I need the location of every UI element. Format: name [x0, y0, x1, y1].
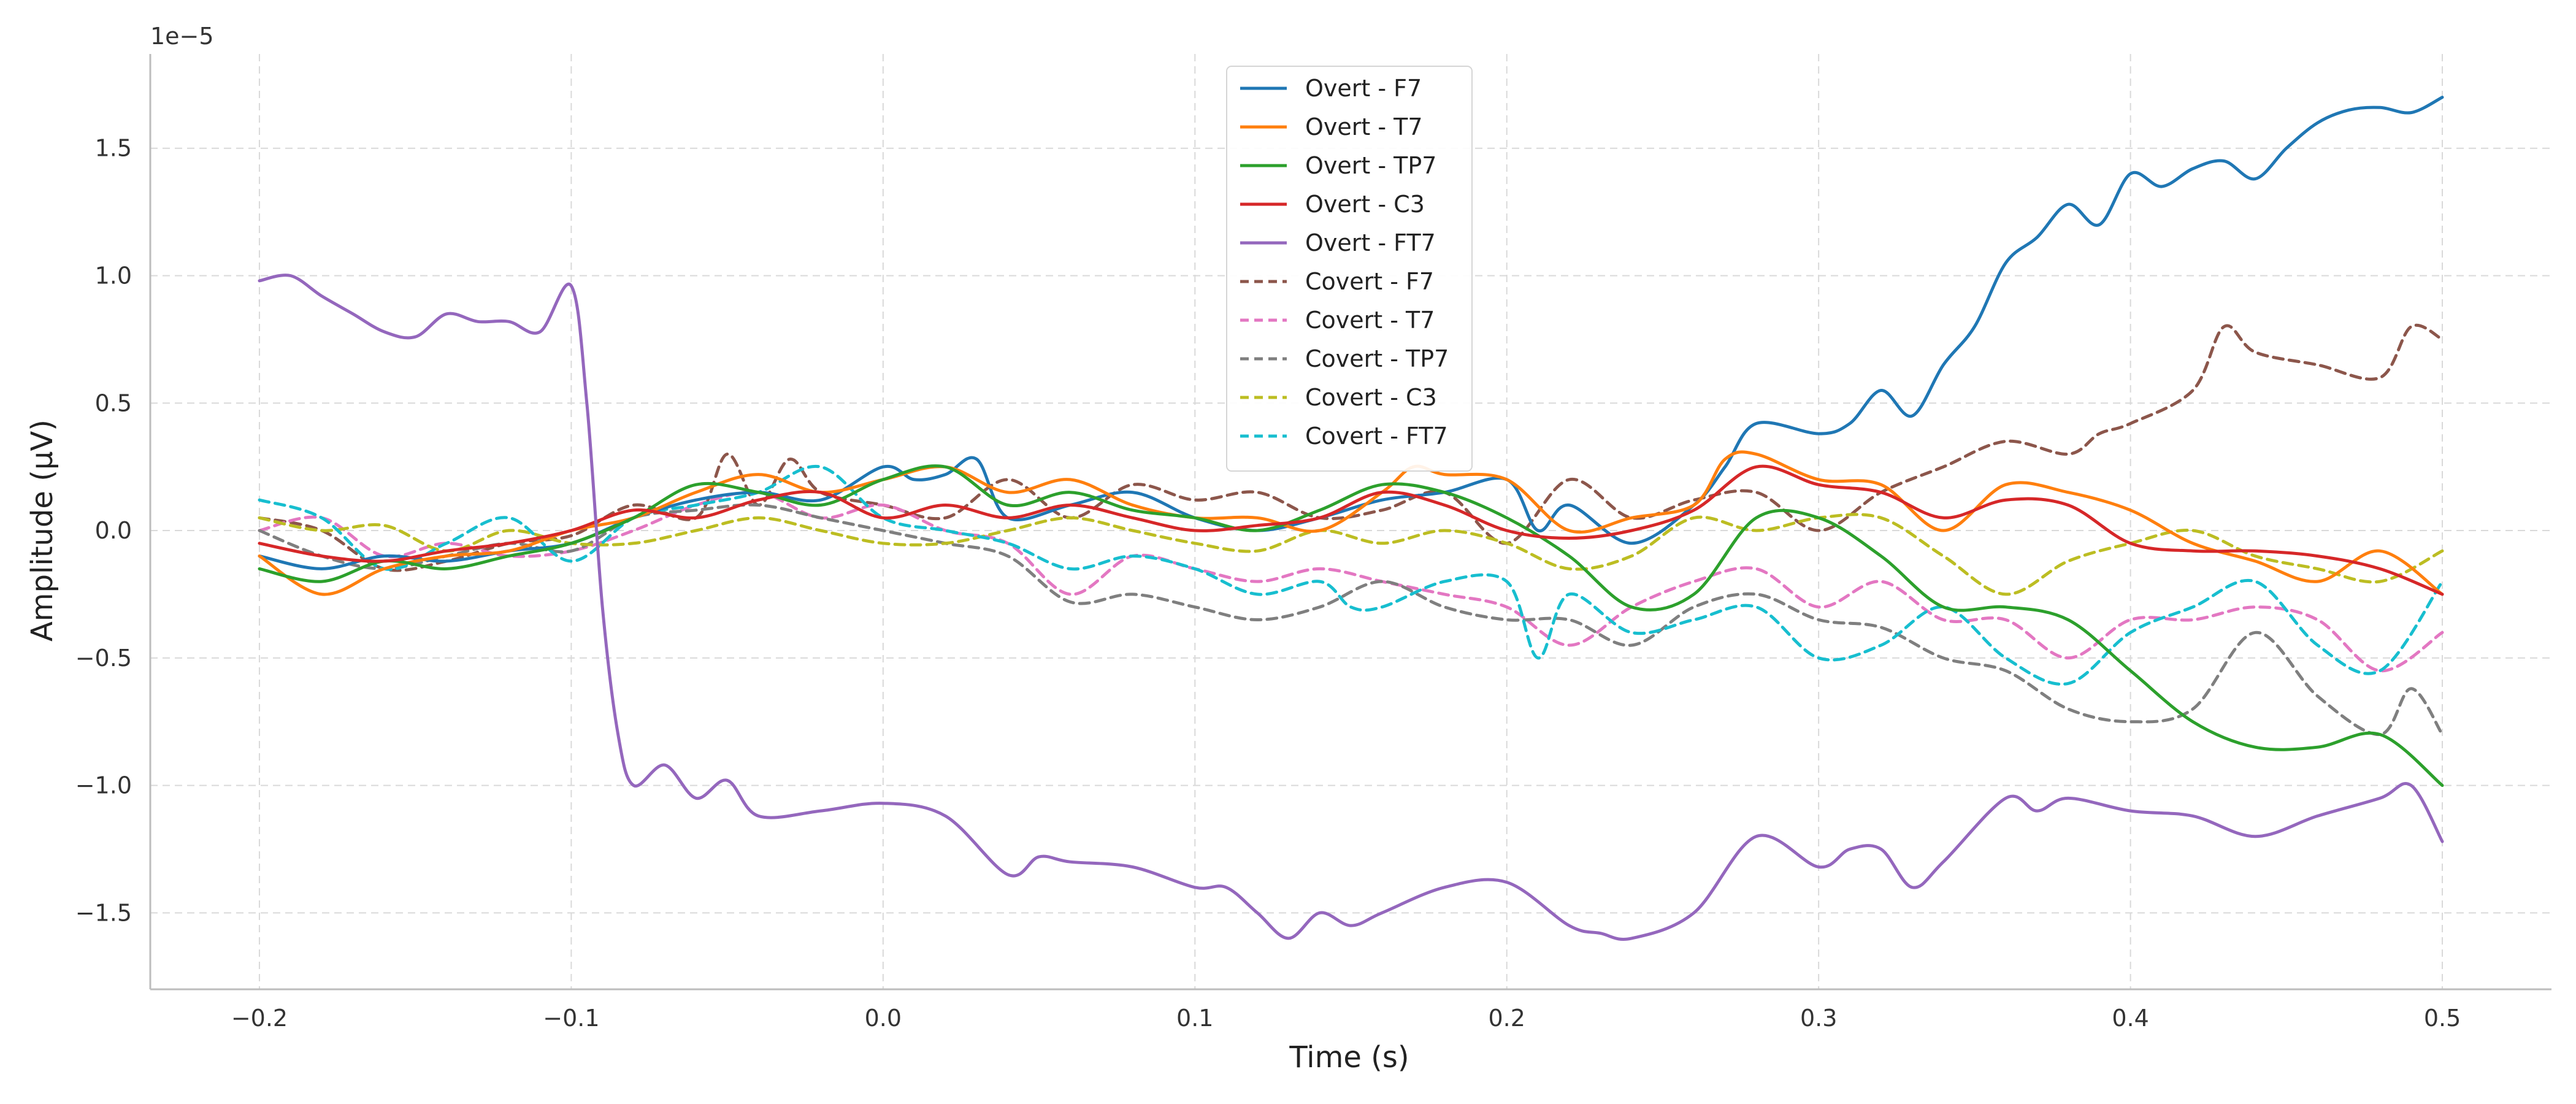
series-line-covert-f7 [258, 323, 2444, 572]
y-axis-label: Amplitude (μV) [25, 420, 59, 642]
legend-label: Covert - FT7 [1305, 423, 1448, 450]
y-tick-label: −1.0 [75, 772, 132, 799]
legend-label: Overt - T7 [1305, 113, 1423, 140]
x-tick-label: 0.4 [2112, 1005, 2149, 1032]
x-tick-label: −0.2 [231, 1005, 288, 1032]
x-tick-label: 0.0 [865, 1005, 902, 1032]
legend-label: Covert - T7 [1305, 307, 1435, 334]
y-tick-label: 0.0 [95, 517, 132, 544]
legend-label: Overt - FT7 [1305, 229, 1436, 256]
axes [149, 54, 2551, 991]
series-line-covert-t7 [258, 490, 2444, 673]
legend-box [1226, 66, 1473, 472]
x-axis-label: Time (s) [1289, 1040, 1409, 1075]
tick-labels: −0.2 −0.1 0.0 0.1 0.2 0.3 0.4 0.5 −1.5 −1.0 −0.5 0.… [75, 135, 2461, 1032]
x-tick-label: 0.2 [1489, 1005, 1525, 1032]
y-tick-label: 0.5 [95, 389, 132, 416]
legend-label: Overt - TP7 [1305, 152, 1436, 179]
x-tick-label: −0.1 [543, 1005, 599, 1032]
legend: Overt - F7 Overt - T7 Overt - TP7 Overt - C… [1226, 66, 1473, 472]
series-line-covert-c3 [258, 513, 2444, 596]
y-tick-label: −0.5 [75, 645, 132, 672]
legend-label: Covert - F7 [1305, 268, 1434, 295]
y-tick-label: −1.5 [75, 899, 132, 926]
legend-label: Covert - TP7 [1305, 345, 1449, 372]
series-line-covert-ft7 [258, 464, 2444, 686]
y-tick-label: 1.0 [95, 263, 132, 289]
x-tick-label: 0.3 [1800, 1005, 1837, 1032]
legend-label: Covert - C3 [1305, 384, 1437, 411]
x-tick-label: 0.1 [1176, 1005, 1213, 1032]
series-line-covert-tp7 [258, 503, 2444, 737]
plot-area [258, 96, 2444, 941]
x-tick-label: 0.5 [2424, 1005, 2461, 1032]
series-line-overt-f7 [258, 96, 2444, 570]
series-line-overt-tp7 [258, 464, 2444, 788]
grid-lines [150, 54, 2551, 989]
series-line-overt-ft7 [258, 274, 2444, 941]
y-offset-label: 1e−5 [150, 23, 214, 50]
legend-label: Overt - C3 [1305, 191, 1425, 218]
legend-label: Overt - F7 [1305, 75, 1422, 102]
series-line-overt-c3 [258, 464, 2444, 596]
y-tick-label: 1.5 [95, 135, 132, 162]
